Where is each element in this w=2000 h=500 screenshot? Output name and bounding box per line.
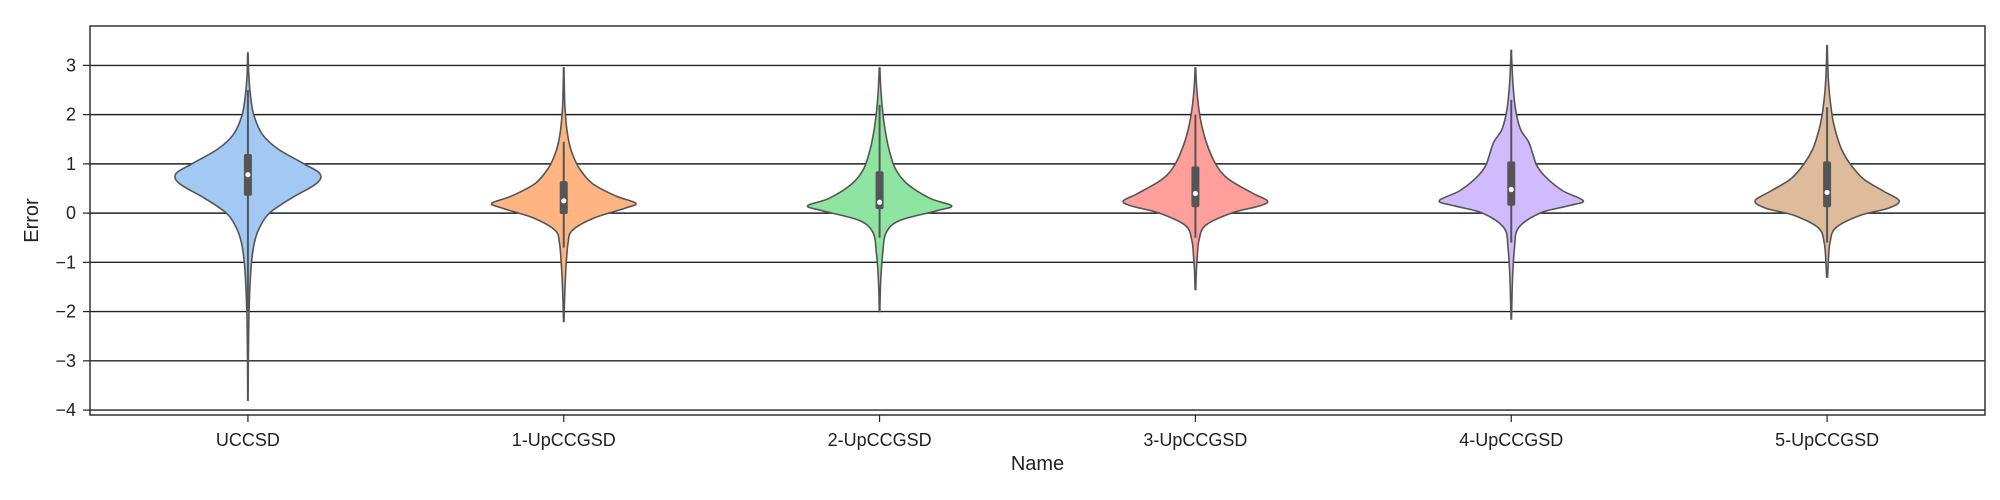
violin-iqr-box bbox=[875, 171, 884, 210]
y-tick-label: 2 bbox=[66, 105, 76, 125]
violin-median bbox=[876, 199, 883, 205]
gridlines bbox=[90, 64, 1985, 411]
y-tick-label: 0 bbox=[66, 203, 76, 223]
y-axis-label: Error bbox=[21, 198, 43, 243]
violin-iqr-box bbox=[1507, 161, 1516, 206]
violin-median bbox=[1824, 189, 1830, 196]
plot-frame bbox=[89, 25, 1986, 416]
violin-UCCSD bbox=[174, 52, 322, 401]
x-tick-label: 2-UpCCGSD bbox=[828, 430, 932, 450]
x-tick-label: 5-UpCCGSD bbox=[1775, 430, 1879, 450]
y-tick-label: −3 bbox=[55, 351, 76, 371]
y-tick-label: 3 bbox=[66, 55, 76, 75]
y-tick-label: −1 bbox=[55, 252, 76, 272]
violin-median bbox=[561, 198, 567, 204]
y-tick-label: −4 bbox=[55, 400, 76, 420]
violin-5-UpCCGSD bbox=[1754, 44, 1900, 278]
y-tick-label: 1 bbox=[66, 154, 76, 174]
y-tick-label: −2 bbox=[55, 302, 76, 322]
x-tick-label: 4-UpCCGSD bbox=[1459, 430, 1563, 450]
violin-iqr-box bbox=[1191, 166, 1200, 208]
violin-iqr-box bbox=[1823, 161, 1832, 208]
x-axis-label: Name bbox=[1011, 453, 1064, 475]
x-tick-label: 1-UpCCGSD bbox=[512, 430, 616, 450]
violin-1-UpCCGSD bbox=[490, 67, 637, 323]
violin-4-UpCCGSD bbox=[1438, 49, 1585, 320]
violin-median bbox=[1192, 190, 1199, 197]
violins bbox=[174, 44, 1900, 401]
x-axis-ticks: UCCSD 1-UpCCGSD 2-UpCCGSD 3-UpCCGSD 4-UpCCGS… bbox=[216, 415, 1879, 450]
violin-3-UpCCGSD bbox=[1122, 67, 1269, 291]
violin-2-UpCCGSD bbox=[806, 67, 953, 313]
violin-median bbox=[1508, 186, 1514, 193]
x-tick-label: UCCSD bbox=[216, 430, 280, 450]
y-axis-ticks: 3 2 1 0 −1 −2 −3 −4 bbox=[55, 55, 90, 420]
x-tick-label: 3-UpCCGSD bbox=[1143, 430, 1247, 450]
violin-median bbox=[245, 172, 251, 178]
violin-iqr-box bbox=[559, 181, 568, 215]
